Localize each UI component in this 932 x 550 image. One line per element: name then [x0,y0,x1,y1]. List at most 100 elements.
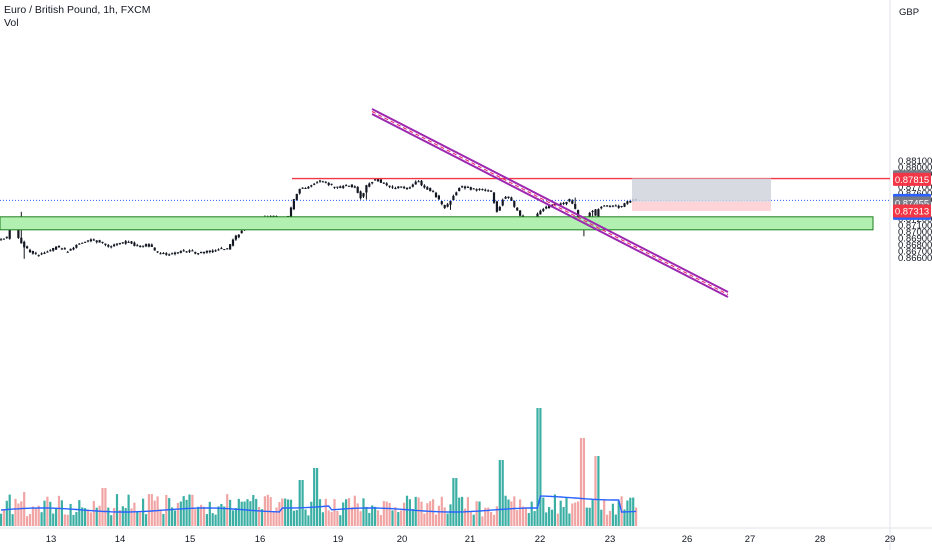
volume-bar [63,514,66,526]
candle [202,251,206,255]
volume-bar [150,494,153,526]
candle-body [327,182,330,185]
candle-body [568,199,571,202]
candle [571,199,574,205]
candle [104,243,107,247]
volume-bar [391,510,394,526]
candle-body [2,238,5,240]
volume-bar [66,514,69,526]
candle [353,185,356,189]
candle [5,236,8,239]
candle-body [620,205,623,207]
volume-bar [292,510,295,526]
candle [57,245,61,248]
price-tick-label: 0.88100 [898,156,932,167]
candle [121,242,124,245]
volume-bar [75,512,78,526]
candle [336,186,339,189]
volume-bar [582,438,585,526]
candle-body [475,189,478,191]
candle-body [28,249,32,253]
volume-bar [542,497,545,526]
candle-body [110,246,113,248]
volume-bar [95,507,98,526]
candle-body [139,245,142,247]
volume-bar [611,503,614,526]
candle [220,246,223,250]
candle-body [603,205,606,207]
candle [107,244,110,248]
volume-bar [92,501,95,526]
candle [78,243,81,245]
candle-body [350,184,353,188]
candle [606,205,609,207]
candle [150,243,153,247]
volume-bar [249,501,252,526]
volume-bar [144,514,148,526]
candle [472,188,475,190]
candle-body [208,250,211,253]
volume-bar [57,495,61,526]
volume-bar [565,497,568,526]
candle-body [55,246,58,250]
volume-bar [408,499,411,526]
candle [153,247,156,251]
candle-body [414,181,417,185]
candle [182,249,185,252]
volume-bar [585,507,588,526]
volume-bar [211,513,214,526]
candle-body [92,239,95,241]
volume-bar [246,499,249,526]
volume-bar [310,501,313,526]
volume-bar [142,498,145,526]
candle [408,186,411,190]
candle-body [382,182,385,184]
volume-bar [405,495,409,526]
candle-body [466,186,469,188]
candle-body [240,230,243,234]
candle [240,230,243,234]
candle-body [316,182,319,184]
volume-bar [173,510,177,526]
volume-bar [577,501,580,526]
candle [92,238,95,241]
candle [608,204,612,208]
volume-indicator-label[interactable]: Vol [4,17,19,29]
candle [458,187,461,192]
candle [440,200,443,206]
support-zone [0,216,874,231]
candle-body [432,191,435,193]
candle [40,252,43,256]
volume-bar [501,460,504,526]
volume-bar [136,511,139,526]
candle [197,253,200,256]
symbol-title[interactable]: Euro / British Pound, 1h, FXCM [4,4,151,16]
candle-body [23,241,26,248]
candle-body [594,209,597,216]
volume-bar [272,511,275,526]
volume-bar [472,514,475,526]
candle-body [374,179,377,181]
volume-bar [78,500,81,526]
price-tick-label: 0.86700 [898,246,932,257]
candle [362,192,365,198]
candle [330,183,333,186]
candle-body [574,203,577,209]
volume-bar [89,512,92,526]
price-tick-label: 0.86600 [898,253,932,264]
candle-body [142,245,145,247]
candle [28,248,32,253]
volume-bar [69,503,72,526]
volume-bar [579,438,583,526]
stop-price-tag-label: 0.87313 [895,207,929,218]
candle-body [202,251,206,254]
volume-bar [463,508,467,526]
stop-price-tag-bg [893,204,931,218]
candle [142,245,145,248]
time-tick-label: 26 [682,534,693,545]
candle-body [104,243,107,245]
candle-body [171,253,174,255]
candle [173,251,177,256]
candle-body [437,195,440,200]
